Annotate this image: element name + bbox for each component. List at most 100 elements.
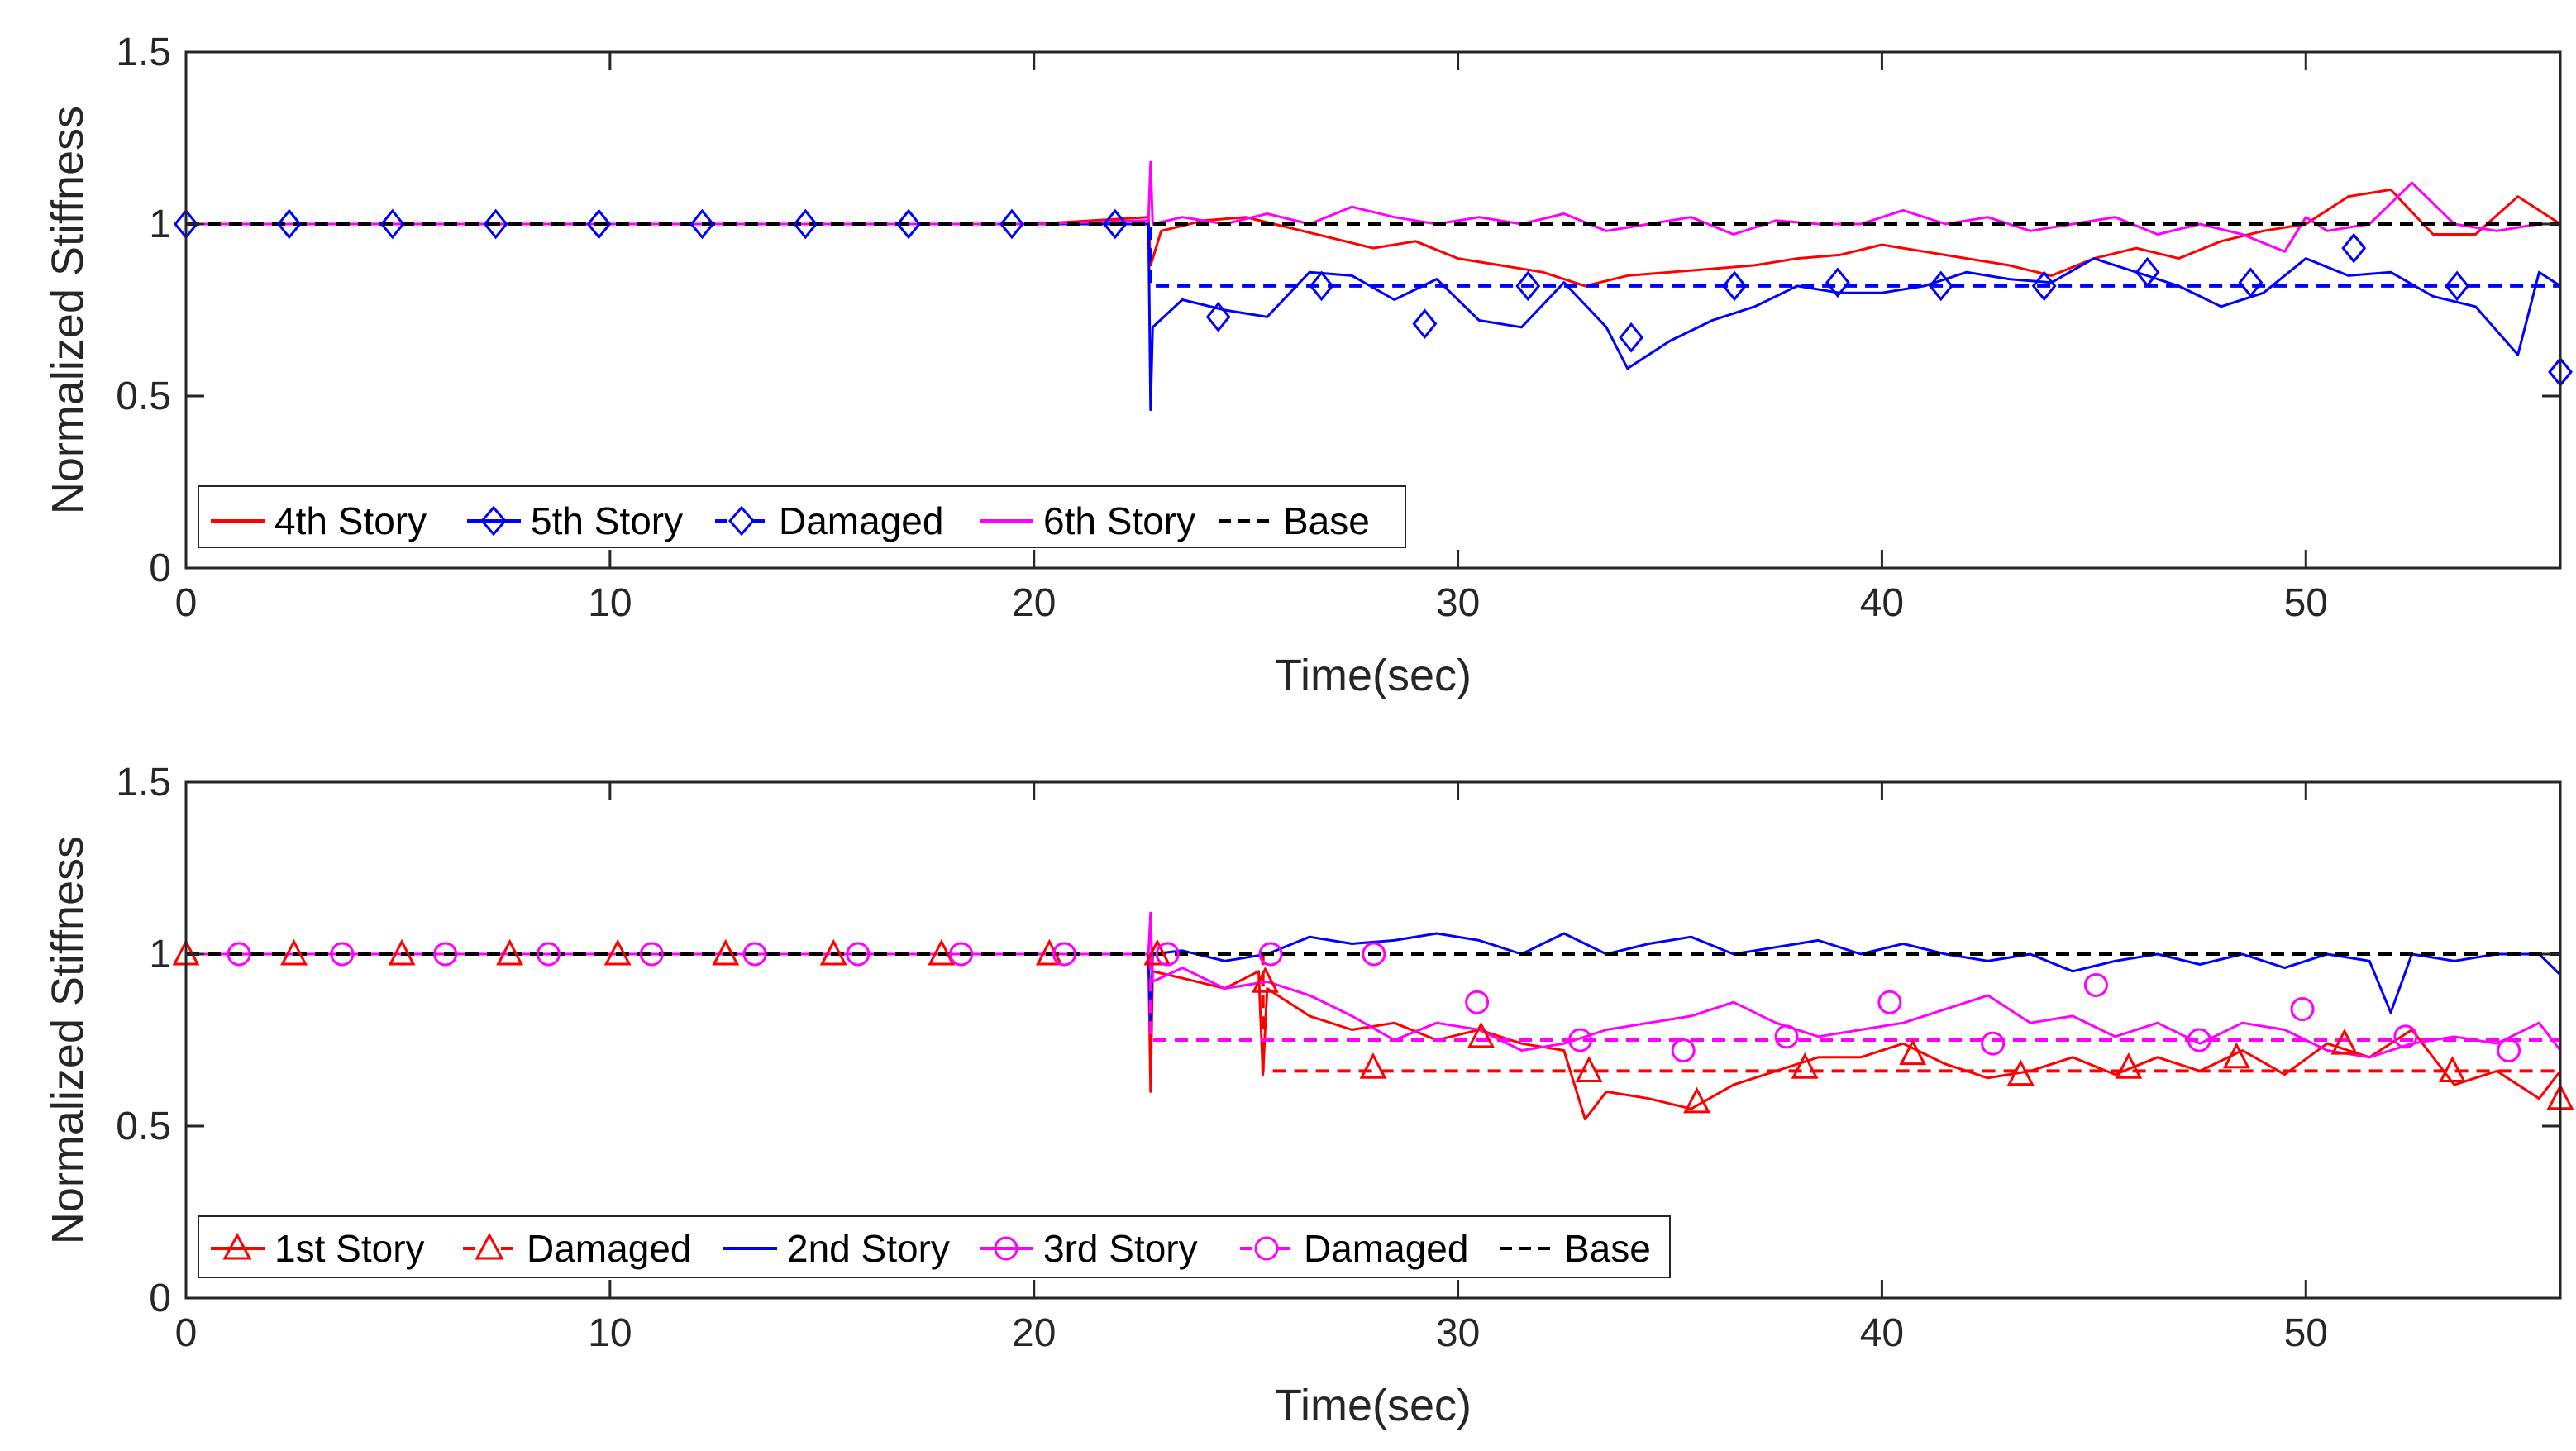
circle-marker <box>1052 942 1076 967</box>
triangle-marker <box>2222 1042 2250 1069</box>
triangle-marker <box>388 938 416 966</box>
triangle-marker <box>2438 1056 2466 1082</box>
legend-entry-damaged-magenta: Damaged <box>1240 1227 1468 1270</box>
y-tick-label: 0.5 <box>116 375 171 418</box>
diamond-marker <box>2031 270 2057 302</box>
legend-entry-6th-story: 6th Story <box>980 499 1195 542</box>
circle-marker <box>2497 1038 2521 1062</box>
legend-label-damaged-red: Damaged <box>527 1227 691 1270</box>
y-axis-label: Normalized Stiffness <box>43 836 93 1244</box>
legend: 1st Story Damaged 2nd Story 3rd Story Da… <box>198 1215 1671 1278</box>
legend-marker-triangle <box>475 1232 504 1260</box>
diamond-marker <box>276 208 302 240</box>
x-tick-label: 40 <box>1860 1311 1904 1355</box>
series-line-5th-story <box>186 222 2561 412</box>
axes-box <box>184 50 2562 570</box>
diamond-marker <box>1205 301 1231 332</box>
triangle-marker <box>603 938 632 966</box>
circle-marker <box>330 942 355 967</box>
legend: 4th Story 5th Story Damaged 6th Story Ba… <box>198 485 1406 548</box>
diamond-marker <box>896 208 922 240</box>
triangle-marker <box>1791 1052 1819 1079</box>
legend-marker-circle <box>994 1236 1018 1261</box>
x-tick-label: 10 <box>588 581 632 625</box>
legend-label-6th-story: 6th Story <box>1043 499 1195 542</box>
legend-label-base: Base <box>1283 499 1370 542</box>
legend-label-4th-story: 4th Story <box>274 499 427 542</box>
x-tick-label: 10 <box>588 1311 632 1355</box>
diamond-marker <box>1928 270 1953 302</box>
legend-box <box>198 485 1406 548</box>
legend-marker-diamond <box>480 505 507 537</box>
diamond-marker <box>2135 256 2160 288</box>
diamond-marker <box>1412 308 1438 340</box>
diamond-marker <box>1309 270 1334 302</box>
circle-marker <box>2393 1024 2418 1049</box>
series-line-3rd-story <box>186 911 2562 1059</box>
circle-marker <box>1981 1031 2006 1056</box>
legend-entry-5th-story: 5th Story <box>467 499 683 542</box>
y-tick-label: 1.5 <box>116 31 171 74</box>
triangle-marker <box>1143 938 1171 966</box>
axes-box <box>184 780 2562 1300</box>
legend-label-damaged: Damaged <box>779 499 943 542</box>
diamond-marker <box>1825 267 1850 298</box>
legend-label-3rd-story: 3rd Story <box>1043 1227 1198 1270</box>
x-axis-label: Time(sec) <box>1275 651 1472 700</box>
legend-label-damaged-magenta: Damaged <box>1304 1227 1468 1270</box>
circle-marker <box>1465 990 1490 1014</box>
legend-entry-2nd-story: 2nd Story <box>723 1227 950 1270</box>
circle-marker <box>1877 990 1902 1014</box>
y-tick-label: 0 <box>149 1277 171 1320</box>
circle-marker <box>433 942 458 967</box>
y-tick-label: 1.5 <box>116 761 171 804</box>
diamond-marker <box>1722 270 1747 302</box>
diamond-marker <box>586 208 612 240</box>
legend-entry-damaged: Damaged <box>715 499 943 542</box>
chart-top: 0 10 20 30 40 50 0 0.5 1 1.5 Time(sec) Normalized… <box>43 31 2573 700</box>
legend-marker-diamond <box>728 505 755 537</box>
legend-label-5th-story: 5th Story <box>531 499 683 542</box>
diamond-marker <box>999 208 1024 240</box>
triangle-marker <box>819 938 847 966</box>
triangle-marker <box>1467 1021 1496 1048</box>
data-layer <box>172 911 2574 1121</box>
triangle-marker <box>1359 1052 1387 1079</box>
x-tick-label: 40 <box>1860 581 1904 625</box>
triangle-marker <box>1251 967 1279 993</box>
x-tick-label: 50 <box>2284 1311 2328 1355</box>
circle-marker <box>2083 972 2108 997</box>
x-tick-label: 30 <box>1436 1311 1480 1355</box>
triangle-marker <box>1575 1056 1603 1082</box>
y-tick-label: 1 <box>149 933 171 976</box>
circle-marker <box>639 942 664 967</box>
x-tick-label: 0 <box>175 1311 198 1355</box>
diamond-marker <box>793 208 818 240</box>
x-tick-label: 20 <box>1012 581 1056 625</box>
data-layer <box>174 160 2573 412</box>
triangle-marker <box>1683 1086 1711 1114</box>
triangle-marker <box>496 938 524 966</box>
y-tick-label: 0 <box>149 547 171 590</box>
diamond-marker <box>1102 208 1128 240</box>
x-tick-label: 30 <box>1436 581 1480 625</box>
circle-marker <box>227 942 251 967</box>
legend-entry-4th-story: 4th Story <box>211 499 427 542</box>
triangle-marker <box>928 938 956 966</box>
y-axis-label: Normalized Stiffness <box>43 106 93 514</box>
diamond-marker <box>2238 267 2264 298</box>
chart-bottom: 0 10 20 30 40 50 0 0.5 1 1.5 Time(sec) Normalized… <box>43 761 2574 1430</box>
diamond-marker <box>483 208 508 240</box>
x-tick-label: 0 <box>175 581 198 625</box>
tick-layer: 0 10 20 30 40 50 0 0.5 1 1.5 <box>116 761 2560 1355</box>
circle-marker <box>1774 1024 1799 1049</box>
legend-box <box>198 1215 1671 1278</box>
y-tick-label: 0.5 <box>116 1105 171 1148</box>
circle-marker <box>536 942 561 967</box>
diamond-marker <box>2445 270 2470 302</box>
legend-label-2nd-story: 2nd Story <box>787 1227 950 1270</box>
diamond-marker <box>689 208 715 240</box>
legend-entry-3rd-story: 3rd Story <box>980 1227 1198 1270</box>
y-tick-label: 1 <box>149 203 171 246</box>
triangle-marker <box>1899 1038 1927 1066</box>
